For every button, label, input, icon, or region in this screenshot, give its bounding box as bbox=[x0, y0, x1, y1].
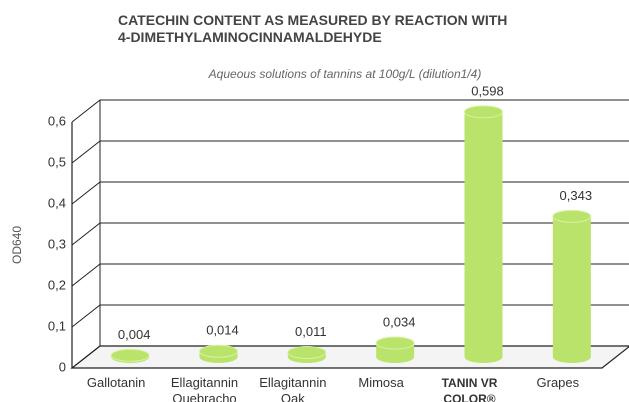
grid-line bbox=[71, 99, 629, 123]
x-tick-label: Ellagitannin Quebracho bbox=[170, 375, 239, 402]
y-axis-label: OD640 bbox=[10, 226, 24, 264]
grid-line bbox=[71, 345, 629, 369]
bar-part bbox=[552, 216, 591, 357]
x-tick-label: TANIN VR COLOR® bbox=[441, 376, 498, 402]
bar bbox=[287, 345, 327, 363]
y-tick-label: 0,5 bbox=[48, 154, 66, 169]
bar bbox=[552, 209, 592, 363]
x-tick-label: Mimosa bbox=[358, 375, 404, 390]
y-tick-label: 0,3 bbox=[48, 236, 66, 251]
grid-line bbox=[71, 304, 629, 328]
bar-part bbox=[199, 344, 238, 358]
floor bbox=[70, 345, 629, 369]
bar-part bbox=[464, 105, 503, 119]
chart-subtitle: Aqueous solutions of tannins at 100g/L (… bbox=[208, 67, 482, 81]
bar bbox=[199, 344, 238, 363]
value-label: 0,343 bbox=[560, 188, 593, 203]
bar-part bbox=[464, 111, 503, 357]
bar bbox=[464, 105, 503, 363]
value-label: 0,014 bbox=[206, 323, 239, 338]
y-tick-label: 0 bbox=[59, 359, 66, 374]
bar bbox=[375, 336, 415, 363]
value-label: 0,034 bbox=[383, 314, 416, 329]
value-label: 0,011 bbox=[295, 324, 327, 339]
bar-part bbox=[375, 336, 415, 350]
value-label: 0,004 bbox=[118, 327, 151, 342]
x-tick-label: Ellagitannin Oak bbox=[259, 375, 327, 402]
grid-line bbox=[71, 222, 629, 246]
bar bbox=[110, 348, 150, 363]
grid-line bbox=[71, 181, 629, 205]
x-tick-label: Gallotanin bbox=[86, 375, 146, 390]
grid-line bbox=[71, 140, 629, 164]
x-tick-label: Grapes bbox=[536, 375, 580, 390]
y-tick-label: 0,2 bbox=[48, 277, 66, 292]
bar-part bbox=[287, 345, 327, 359]
bar-part bbox=[552, 209, 592, 223]
y-tick-label: 0,4 bbox=[48, 195, 66, 210]
chart-title: CATECHIN CONTENT AS MEASURED BY REACTION… bbox=[118, 12, 508, 45]
bar-part bbox=[110, 348, 150, 362]
value-label: 0,598 bbox=[471, 83, 504, 98]
y-tick-label: 0,6 bbox=[48, 113, 66, 128]
grid-line bbox=[71, 263, 629, 287]
y-tick-label: 0,1 bbox=[48, 318, 66, 333]
